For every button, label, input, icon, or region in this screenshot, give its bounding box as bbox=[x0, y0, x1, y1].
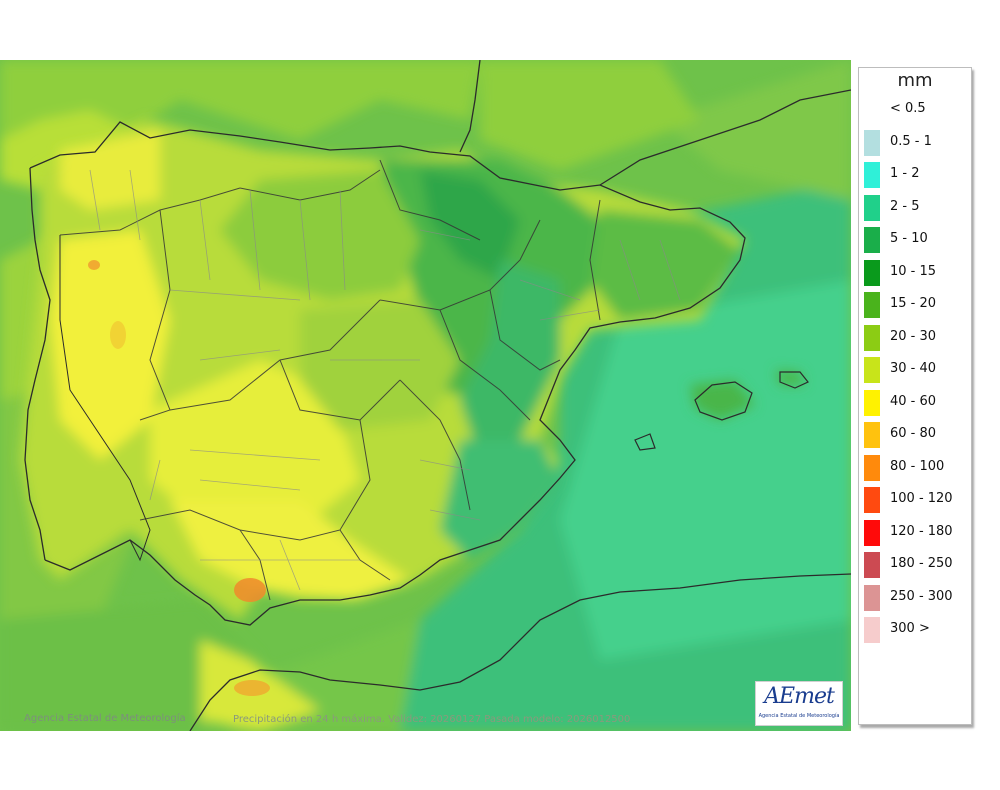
legend-item: 30 - 40 bbox=[864, 357, 968, 383]
legend-item: 40 - 60 bbox=[864, 389, 968, 416]
legend-label: 60 - 80 bbox=[890, 426, 937, 441]
legend-swatch bbox=[864, 422, 880, 448]
legend-label: 80 - 100 bbox=[890, 458, 945, 474]
legend-swatch bbox=[864, 292, 880, 318]
legend-swatch bbox=[864, 194, 880, 221]
legend-item: 80 - 100 bbox=[864, 454, 968, 481]
legend-swatch bbox=[864, 519, 880, 546]
legend-label: 180 - 250 bbox=[890, 556, 953, 571]
legend-item: 1 - 2 bbox=[864, 162, 968, 188]
legend-item: 120 - 180 bbox=[864, 519, 968, 546]
legend-label: 300 > bbox=[890, 621, 930, 636]
legend-swatch bbox=[864, 389, 880, 416]
legend-item: 2 - 5 bbox=[864, 194, 968, 221]
legend-swatch bbox=[864, 487, 880, 513]
legend-item: 0.5 - 1 bbox=[864, 129, 968, 156]
legend-label: 20 - 30 bbox=[890, 328, 937, 344]
legend-label: 5 - 10 bbox=[890, 231, 928, 246]
legend-item: 20 - 30 bbox=[864, 324, 968, 351]
logo-subtitle: Agencia Estatal de Meteorología bbox=[758, 713, 840, 719]
legend-label: 2 - 5 bbox=[890, 198, 920, 214]
legend-item: 10 - 15 bbox=[864, 259, 968, 286]
legend-swatch bbox=[864, 162, 880, 188]
legend-swatch bbox=[864, 584, 880, 611]
legend-swatch bbox=[864, 227, 880, 253]
legend-swatch bbox=[864, 324, 880, 351]
legend-item: 180 - 250 bbox=[864, 552, 968, 578]
legend-swatch bbox=[864, 357, 880, 383]
legend-label: < 0.5 bbox=[890, 101, 926, 116]
logo-text: AEmet bbox=[764, 684, 835, 709]
legend-label: 30 - 40 bbox=[890, 361, 937, 376]
credit-text: Agencia Estatal de Meteorología bbox=[24, 713, 186, 724]
legend-label: 120 - 180 bbox=[890, 523, 953, 539]
map-caption: Precipitación en 24 h máxima. Validez: 2… bbox=[233, 714, 631, 725]
legend-label: 0.5 - 1 bbox=[890, 133, 932, 149]
coastline bbox=[24, 60, 851, 731]
legend-swatch bbox=[864, 617, 880, 643]
legend-item: < 0.5 bbox=[864, 97, 968, 123]
legend-panel: mm < 0.5 0.5 - 1 1 - 2 2 - 5 5 - 10 10 - 15 15… bbox=[858, 67, 972, 725]
legend-item: 300 > bbox=[864, 617, 968, 643]
legend-unit: mm bbox=[897, 70, 933, 91]
aemet-logo: AEmet Agencia Estatal de Meteorología bbox=[755, 681, 843, 726]
legend-item: 60 - 80 bbox=[864, 422, 968, 448]
legend-swatch bbox=[864, 454, 880, 481]
legend-swatch bbox=[864, 129, 880, 156]
legend-swatch bbox=[864, 97, 880, 123]
legend-swatch bbox=[864, 259, 880, 286]
legend-item: 100 - 120 bbox=[864, 487, 968, 513]
legend-item: 15 - 20 bbox=[864, 292, 968, 318]
legend-label: 100 - 120 bbox=[890, 491, 953, 506]
legend-label: 1 - 2 bbox=[890, 166, 920, 181]
legend-swatch bbox=[864, 552, 880, 578]
legend-item: 5 - 10 bbox=[864, 227, 968, 253]
legend-label: 10 - 15 bbox=[890, 263, 937, 279]
legend-label: 15 - 20 bbox=[890, 296, 937, 311]
legend-item: 250 - 300 bbox=[864, 584, 968, 611]
precipitation-map bbox=[0, 60, 851, 731]
legend-label: 250 - 300 bbox=[890, 588, 953, 604]
legend-label: 40 - 60 bbox=[890, 393, 937, 409]
